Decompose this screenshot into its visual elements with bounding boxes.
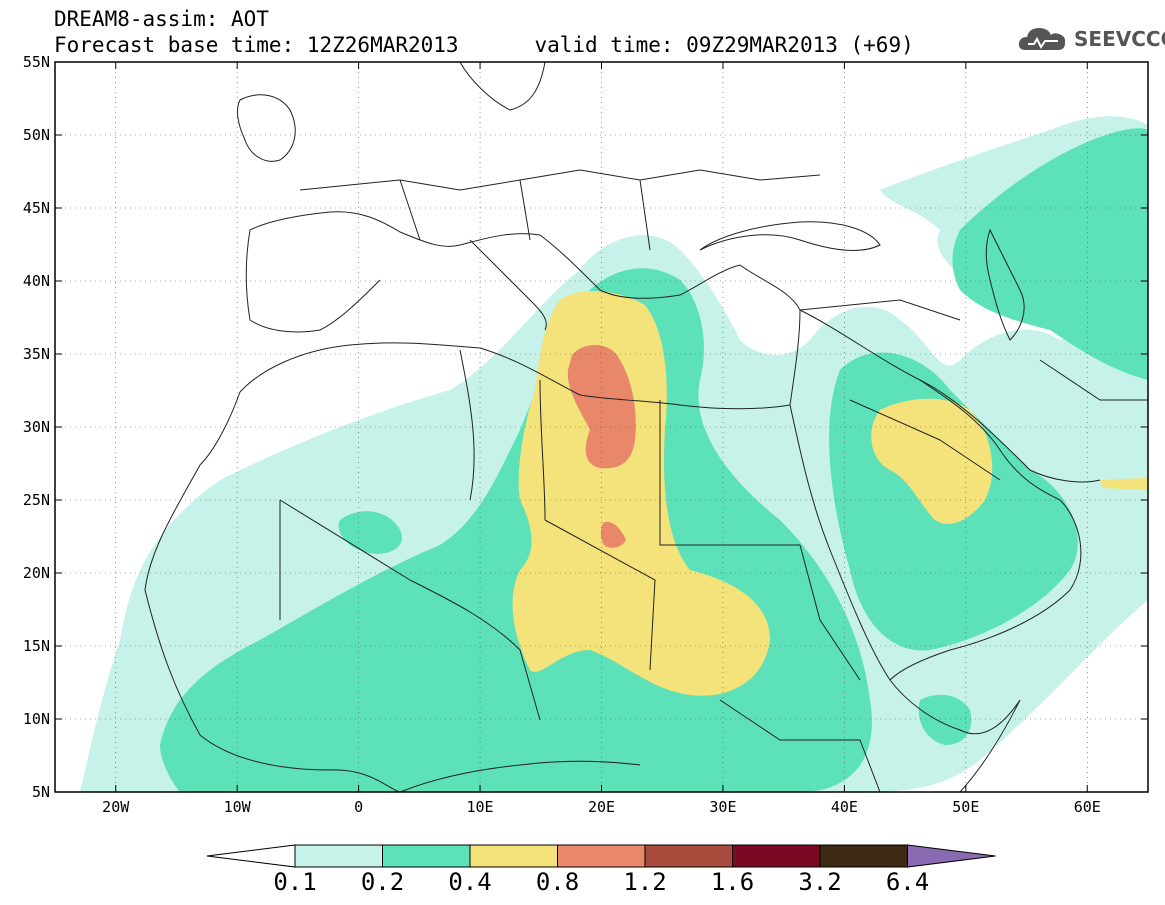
aot-contour-0.2-somalia: [918, 694, 972, 745]
border-sahel: [279, 499, 541, 721]
lon-tick-label: 60E: [1074, 798, 1101, 816]
lon-tick-label: 10W: [224, 798, 252, 816]
aot-colorbar-labels: 0.1 0.2 0.4 0.8 1.2 1.6 3.2 6.4: [273, 868, 929, 896]
coastlines-and-borders: [144, 62, 1148, 792]
aot-contour-0.2-caspian: [952, 128, 1148, 380]
aot-contour-0.8-libya: [567, 344, 636, 469]
forecast-base-time: Forecast base time: 12Z26MAR2013: [54, 33, 459, 57]
colorbar-over-arrow: [907, 844, 996, 868]
colorbar-swatch: [557, 844, 646, 868]
lat-tick-label: 25N: [23, 491, 50, 509]
colorbar-swatch: [294, 844, 383, 868]
coastline-persian-gulf: [919, 379, 1101, 483]
colorbar-swatch: [644, 844, 733, 868]
colorbar-label: 6.4: [886, 868, 929, 896]
lat-tick-label: 5N: [32, 783, 50, 801]
forecast-times: Forecast base time: 12Z26MAR2013 valid t…: [54, 34, 914, 56]
longitude-axis-labels: 20W 10W 0 10E 20E 30E 40E 50E 60E: [102, 798, 1101, 816]
lat-tick-label: 10N: [23, 710, 50, 728]
colorbar-label: 0.8: [536, 868, 579, 896]
colorbar-label: 3.2: [798, 868, 841, 896]
lon-tick-label: 10E: [467, 798, 494, 816]
border-north-africa: [459, 349, 800, 671]
border-east-africa: [719, 544, 881, 792]
colorbar-label: 0.1: [273, 868, 316, 896]
lon-tick-label: 0: [354, 798, 363, 816]
logo-text: SEEVCCC: [1074, 27, 1165, 51]
coastline-british-isles: [237, 94, 296, 162]
aot-contour-0.8-chad: [600, 521, 626, 548]
lat-tick-label: 40N: [23, 272, 50, 290]
lon-tick-label: 50E: [952, 798, 979, 816]
coastline-europe: [249, 211, 741, 299]
border-europe: [299, 169, 821, 251]
aot-colorbar: [206, 844, 996, 868]
lat-tick-label: 35N: [23, 345, 50, 363]
lat-tick-label: 15N: [23, 637, 50, 655]
lon-tick-label: 40E: [831, 798, 858, 816]
lon-tick-label: 30E: [709, 798, 736, 816]
aot-contour-0.4-gulf-strip: [1100, 478, 1148, 490]
colorbar-swatch: [469, 844, 558, 868]
colorbar-swatch: [732, 844, 821, 868]
coastline-africa-west: [144, 391, 401, 792]
coastline-mediterranean-south: [239, 342, 791, 410]
lat-tick-label: 55N: [23, 53, 50, 71]
aot-contour-0.4-iraq: [871, 398, 993, 524]
coastline-red-sea: [789, 404, 1021, 735]
coastline-east-africa: [959, 699, 1021, 792]
lat-tick-label: 20N: [23, 564, 50, 582]
coastline-iberia: [245, 229, 381, 333]
valid-time: valid time: 09Z29MAR2013 (+69): [534, 33, 914, 57]
colorbar-label: 1.2: [623, 868, 666, 896]
colorbar-under-arrow: [206, 844, 296, 868]
cloud-icon: [1018, 28, 1066, 50]
colorbar-swatch: [819, 844, 908, 868]
coastline-caspian: [985, 228, 1025, 341]
coastline-gulf-of-guinea: [399, 760, 641, 792]
map-gridlines: [55, 62, 1148, 792]
border-middle-east: [799, 299, 1148, 481]
latitude-axis-labels: 55N 50N 45N 40N 35N 30N 25N 20N 15N 10N 5N: [23, 53, 50, 801]
lon-tick-label: 20E: [588, 798, 615, 816]
colorbar-label: 1.6: [711, 868, 754, 896]
colorbar-label: 0.4: [448, 868, 491, 896]
coastline-scandinavia: [459, 62, 546, 111]
coastline-black-sea: [699, 221, 881, 251]
map-title: DREAM8-assim: AOT: [54, 7, 269, 31]
lon-tick-label: 20W: [102, 798, 130, 816]
coastline-italy: [469, 239, 547, 331]
lat-tick-label: 50N: [23, 126, 50, 144]
lat-tick-label: 45N: [23, 199, 50, 217]
colorbar-swatch: [382, 844, 471, 868]
map-axis-ticks: [55, 61, 1148, 793]
seevccc-logo: SEEVCCC: [1018, 24, 1165, 54]
lat-tick-label: 30N: [23, 418, 50, 436]
colorbar-label: 0.2: [361, 868, 404, 896]
aot-contour-0.2-west: [338, 511, 402, 554]
